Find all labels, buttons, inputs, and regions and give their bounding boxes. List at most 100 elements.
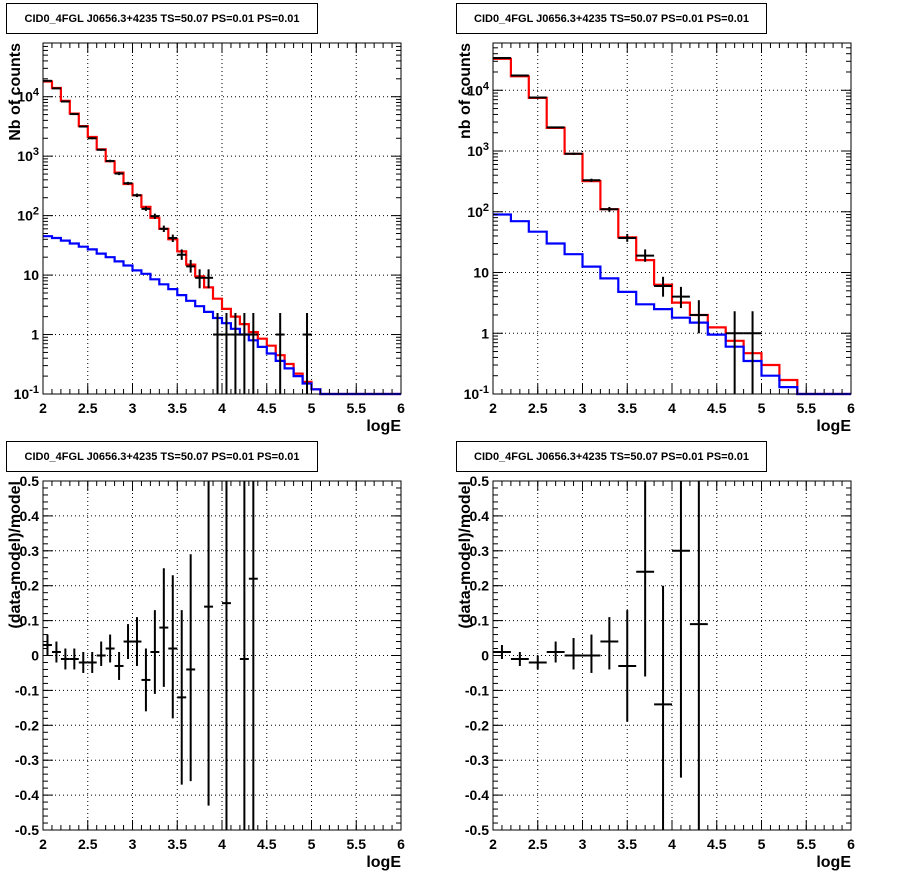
top-left-x-tick-label: 3 bbox=[129, 400, 137, 416]
top-left-y-tick-label: 104 bbox=[17, 87, 40, 105]
bottom-left-data-point bbox=[96, 641, 106, 666]
bottom-left-y-tick-label: -0.4 bbox=[15, 787, 39, 803]
bottom-left-x-tick-label: 3.5 bbox=[168, 836, 188, 852]
top-left-x-tick-label: 2.5 bbox=[78, 400, 98, 416]
bottom-left-x-tick-label: 2.5 bbox=[78, 836, 98, 852]
bottom-left-x-tick-label: 4 bbox=[218, 836, 226, 852]
bottom-left-data-point bbox=[105, 634, 115, 663]
bottom-left-x-tick-label: 2 bbox=[39, 836, 47, 852]
top-right-x-tick-label: 5.5 bbox=[797, 400, 817, 416]
data-layer bbox=[43, 56, 851, 830]
top-left-data-point bbox=[150, 213, 160, 219]
bottom-left-x-axis-label: logE bbox=[366, 854, 401, 871]
top-left-data-point bbox=[51, 87, 61, 90]
top-left-x-tick-label: 3.5 bbox=[168, 400, 188, 416]
top-left-x-tick-label: 6 bbox=[397, 400, 405, 416]
bottom-left-y-tick-label: -0.2 bbox=[15, 717, 39, 733]
top-left-data-point bbox=[96, 148, 106, 151]
top-right-data-point bbox=[582, 178, 601, 182]
bottom-right-data-point bbox=[636, 481, 655, 677]
top-left-data-point bbox=[230, 313, 240, 394]
top-left-data-point bbox=[87, 137, 97, 140]
top-right-x-tick-label: 3 bbox=[579, 400, 587, 416]
bottom-left-data-point bbox=[43, 634, 52, 656]
top-left-data-point bbox=[213, 313, 222, 394]
top-left-y-tick-label: 102 bbox=[17, 206, 39, 224]
top-right-x-tick-label: 4 bbox=[668, 400, 676, 416]
top-left-data-point bbox=[177, 249, 187, 260]
bottom-left-y-tick-label: 0.5 bbox=[20, 473, 40, 489]
panel-title-top-left: CID0_4FGL J0656.3+4235 TS=50.07 PS=0.01 … bbox=[6, 3, 318, 34]
top-left-data-point bbox=[204, 269, 214, 289]
bottom-right-data-point bbox=[654, 585, 672, 830]
bottom-left-y-tick-label: 0.2 bbox=[20, 578, 40, 594]
bottom-left-y-tick-label: 0.3 bbox=[20, 543, 40, 559]
top-left-y-axis-label: Nb of counts bbox=[7, 43, 24, 141]
panel-title-top-right: CID0_4FGL J0656.3+4235 TS=50.07 PS=0.01 … bbox=[456, 3, 767, 34]
bottom-right-x-tick-label: 5.5 bbox=[797, 836, 817, 852]
top-left-y-tick-label: 1 bbox=[31, 327, 39, 343]
top-left-data-point bbox=[222, 313, 231, 394]
top-left-data-point bbox=[123, 181, 133, 185]
bottom-right-x-tick-label: 5 bbox=[758, 836, 766, 852]
bottom-left-y-tick-label: -0.1 bbox=[15, 682, 39, 698]
bottom-right-y-tick-label: 0.1 bbox=[470, 613, 490, 629]
top-right-y-tick-label: 10 bbox=[473, 265, 489, 281]
bottom-left-x-tick-label: 3 bbox=[129, 836, 137, 852]
bottom-left-data-point bbox=[168, 575, 178, 719]
top-left-data-point bbox=[239, 313, 249, 394]
bottom-right-x-tick-label: 3 bbox=[579, 836, 587, 852]
top-left-data-point bbox=[105, 159, 115, 163]
top-left-data-point bbox=[275, 313, 285, 394]
top-right-data-point bbox=[493, 56, 511, 59]
bottom-left-data-point bbox=[51, 641, 61, 663]
top-left-data-point bbox=[78, 125, 88, 128]
bottom-left-y-tick-label: 0 bbox=[31, 648, 39, 664]
top-left-data-point bbox=[132, 193, 142, 198]
bottom-left-data-point bbox=[114, 652, 124, 680]
top-right-x-tick-label: 6 bbox=[847, 400, 855, 416]
bottom-right-y-tick-label: -0.2 bbox=[465, 717, 489, 733]
top-left-data-point bbox=[168, 234, 178, 243]
bottom-right-data-point bbox=[582, 634, 601, 673]
grid-layer bbox=[43, 43, 851, 830]
top-right-data-point bbox=[672, 286, 690, 309]
bottom-right-data-point bbox=[564, 638, 583, 670]
bottom-left-y-tick-label: 0.1 bbox=[20, 613, 40, 629]
bottom-left-y-tick-label: -0.3 bbox=[15, 752, 39, 768]
top-right-x-tick-label: 4.5 bbox=[707, 400, 727, 416]
bottom-left-data-point bbox=[248, 481, 258, 830]
bottom-right-y-axis-label: (data-model)/model bbox=[457, 481, 474, 629]
top-right-x-tick-label: 5 bbox=[758, 400, 766, 416]
top-left-y-tick-label: 10-1 bbox=[14, 384, 39, 402]
bottom-right-y-tick-label: 0 bbox=[481, 648, 489, 664]
top-right-y-tick-label: 1 bbox=[481, 325, 489, 341]
top-right-y-tick-label: 10-1 bbox=[464, 384, 489, 402]
bottom-right-y-tick-label: -0.5 bbox=[465, 822, 489, 838]
top-left-data-point bbox=[141, 206, 151, 211]
top-right-data-point bbox=[528, 96, 547, 99]
bottom-right-y-tick-label: 0.2 bbox=[470, 578, 490, 594]
bottom-left-y-tick-label: 0.4 bbox=[20, 508, 40, 524]
top-right-x-tick-label: 2.5 bbox=[528, 400, 548, 416]
bottom-right-x-tick-label: 2 bbox=[489, 836, 497, 852]
top-left-data-point bbox=[114, 172, 124, 176]
top-right-x-axis-label: logE bbox=[816, 418, 851, 435]
bottom-right-x-tick-label: 4 bbox=[668, 836, 676, 852]
top-left-data-point bbox=[43, 79, 52, 82]
top-left-data-point bbox=[60, 100, 70, 103]
bottom-left-data-point bbox=[141, 648, 151, 712]
bottom-right-x-tick-label: 6 bbox=[847, 836, 855, 852]
top-right-data-point bbox=[689, 300, 708, 334]
bottom-left-data-point bbox=[159, 568, 169, 687]
top-left-x-tick-label: 5.5 bbox=[347, 400, 367, 416]
top-left-x-tick-label: 4 bbox=[218, 400, 226, 416]
bottom-right-data-point bbox=[528, 655, 547, 670]
top-left-data-point bbox=[248, 313, 258, 394]
bottom-left-x-tick-label: 5 bbox=[308, 836, 316, 852]
top-right-data-point bbox=[654, 276, 672, 297]
bottom-left-data-point bbox=[78, 652, 88, 673]
top-left-data-point bbox=[195, 269, 205, 289]
bottom-left-y-tick-label: -0.5 bbox=[15, 822, 39, 838]
top-left-y-tick-label: 103 bbox=[17, 146, 39, 164]
